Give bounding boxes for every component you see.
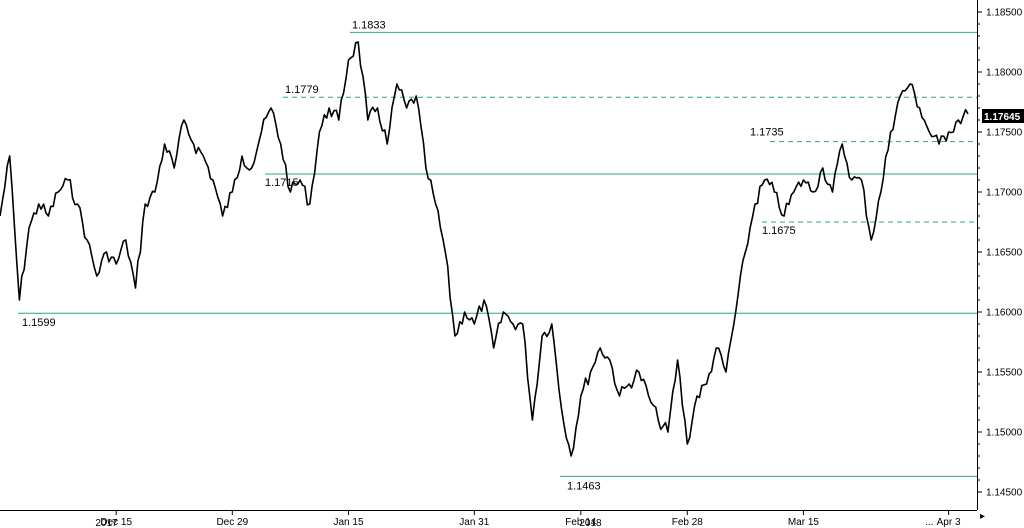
level-annotations: 1.1833 1.1779 1.1735 1.1715 1.1675 1.1599 1.14…	[22, 19, 796, 492]
y-tick-label: 1.14500	[986, 488, 1023, 499]
level-label: 1.1833	[352, 19, 386, 31]
x-axis-arrow[interactable]: ▸	[980, 511, 985, 522]
level-label: 1.1599	[22, 317, 56, 329]
level-label: 1.1735	[750, 127, 784, 139]
support-resistance-levels	[18, 31, 977, 477]
x-tick-label: Jan 15	[333, 517, 363, 528]
x-axis: Dec 15 Dec 29 Jan 15 Jan 31 Feb 14 Feb 28 Mar …	[95, 510, 961, 528]
y-tick-label: 1.17500	[986, 128, 1023, 139]
y-tick-label: 1.18000	[986, 68, 1023, 79]
current-price-label: 1.17645	[984, 112, 1021, 123]
x-tick-label: Feb 14	[565, 517, 597, 528]
price-series-line	[0, 41, 969, 457]
x-tick-label: Dec 29	[216, 517, 248, 528]
level-label: 1.1779	[285, 84, 319, 96]
x-tick-label: Apr 3	[937, 517, 961, 528]
level-label: 1.1675	[762, 225, 796, 237]
current-price-badge	[982, 109, 1024, 123]
x-year-label: 2017	[95, 518, 118, 528]
x-axis-ellipsis: ...	[925, 517, 933, 528]
level-label: 1.1463	[567, 480, 601, 492]
x-year-label: 2018	[579, 518, 602, 528]
y-tick-label: 1.17000	[986, 188, 1023, 199]
y-tick-label: 1.18500	[986, 8, 1023, 19]
x-tick-label: Jan 31	[459, 517, 489, 528]
y-tick-label: 1.15000	[986, 428, 1023, 439]
y-tick-label: 1.15500	[986, 368, 1023, 379]
level-label: 1.1715	[265, 177, 299, 189]
y-tick-label: 1.16500	[986, 248, 1023, 259]
x-tick-label: Dec 15	[100, 517, 132, 528]
x-tick-label: Mar 15	[788, 517, 820, 528]
x-tick-label: Feb 28	[672, 517, 704, 528]
y-tick-label: 1.16000	[986, 308, 1023, 319]
y-axis: 1.14500 1.15000 1.15500 1.16000 1.16500 1.170…	[977, 8, 1023, 499]
current-price-marker: 1.17645	[982, 109, 1024, 123]
